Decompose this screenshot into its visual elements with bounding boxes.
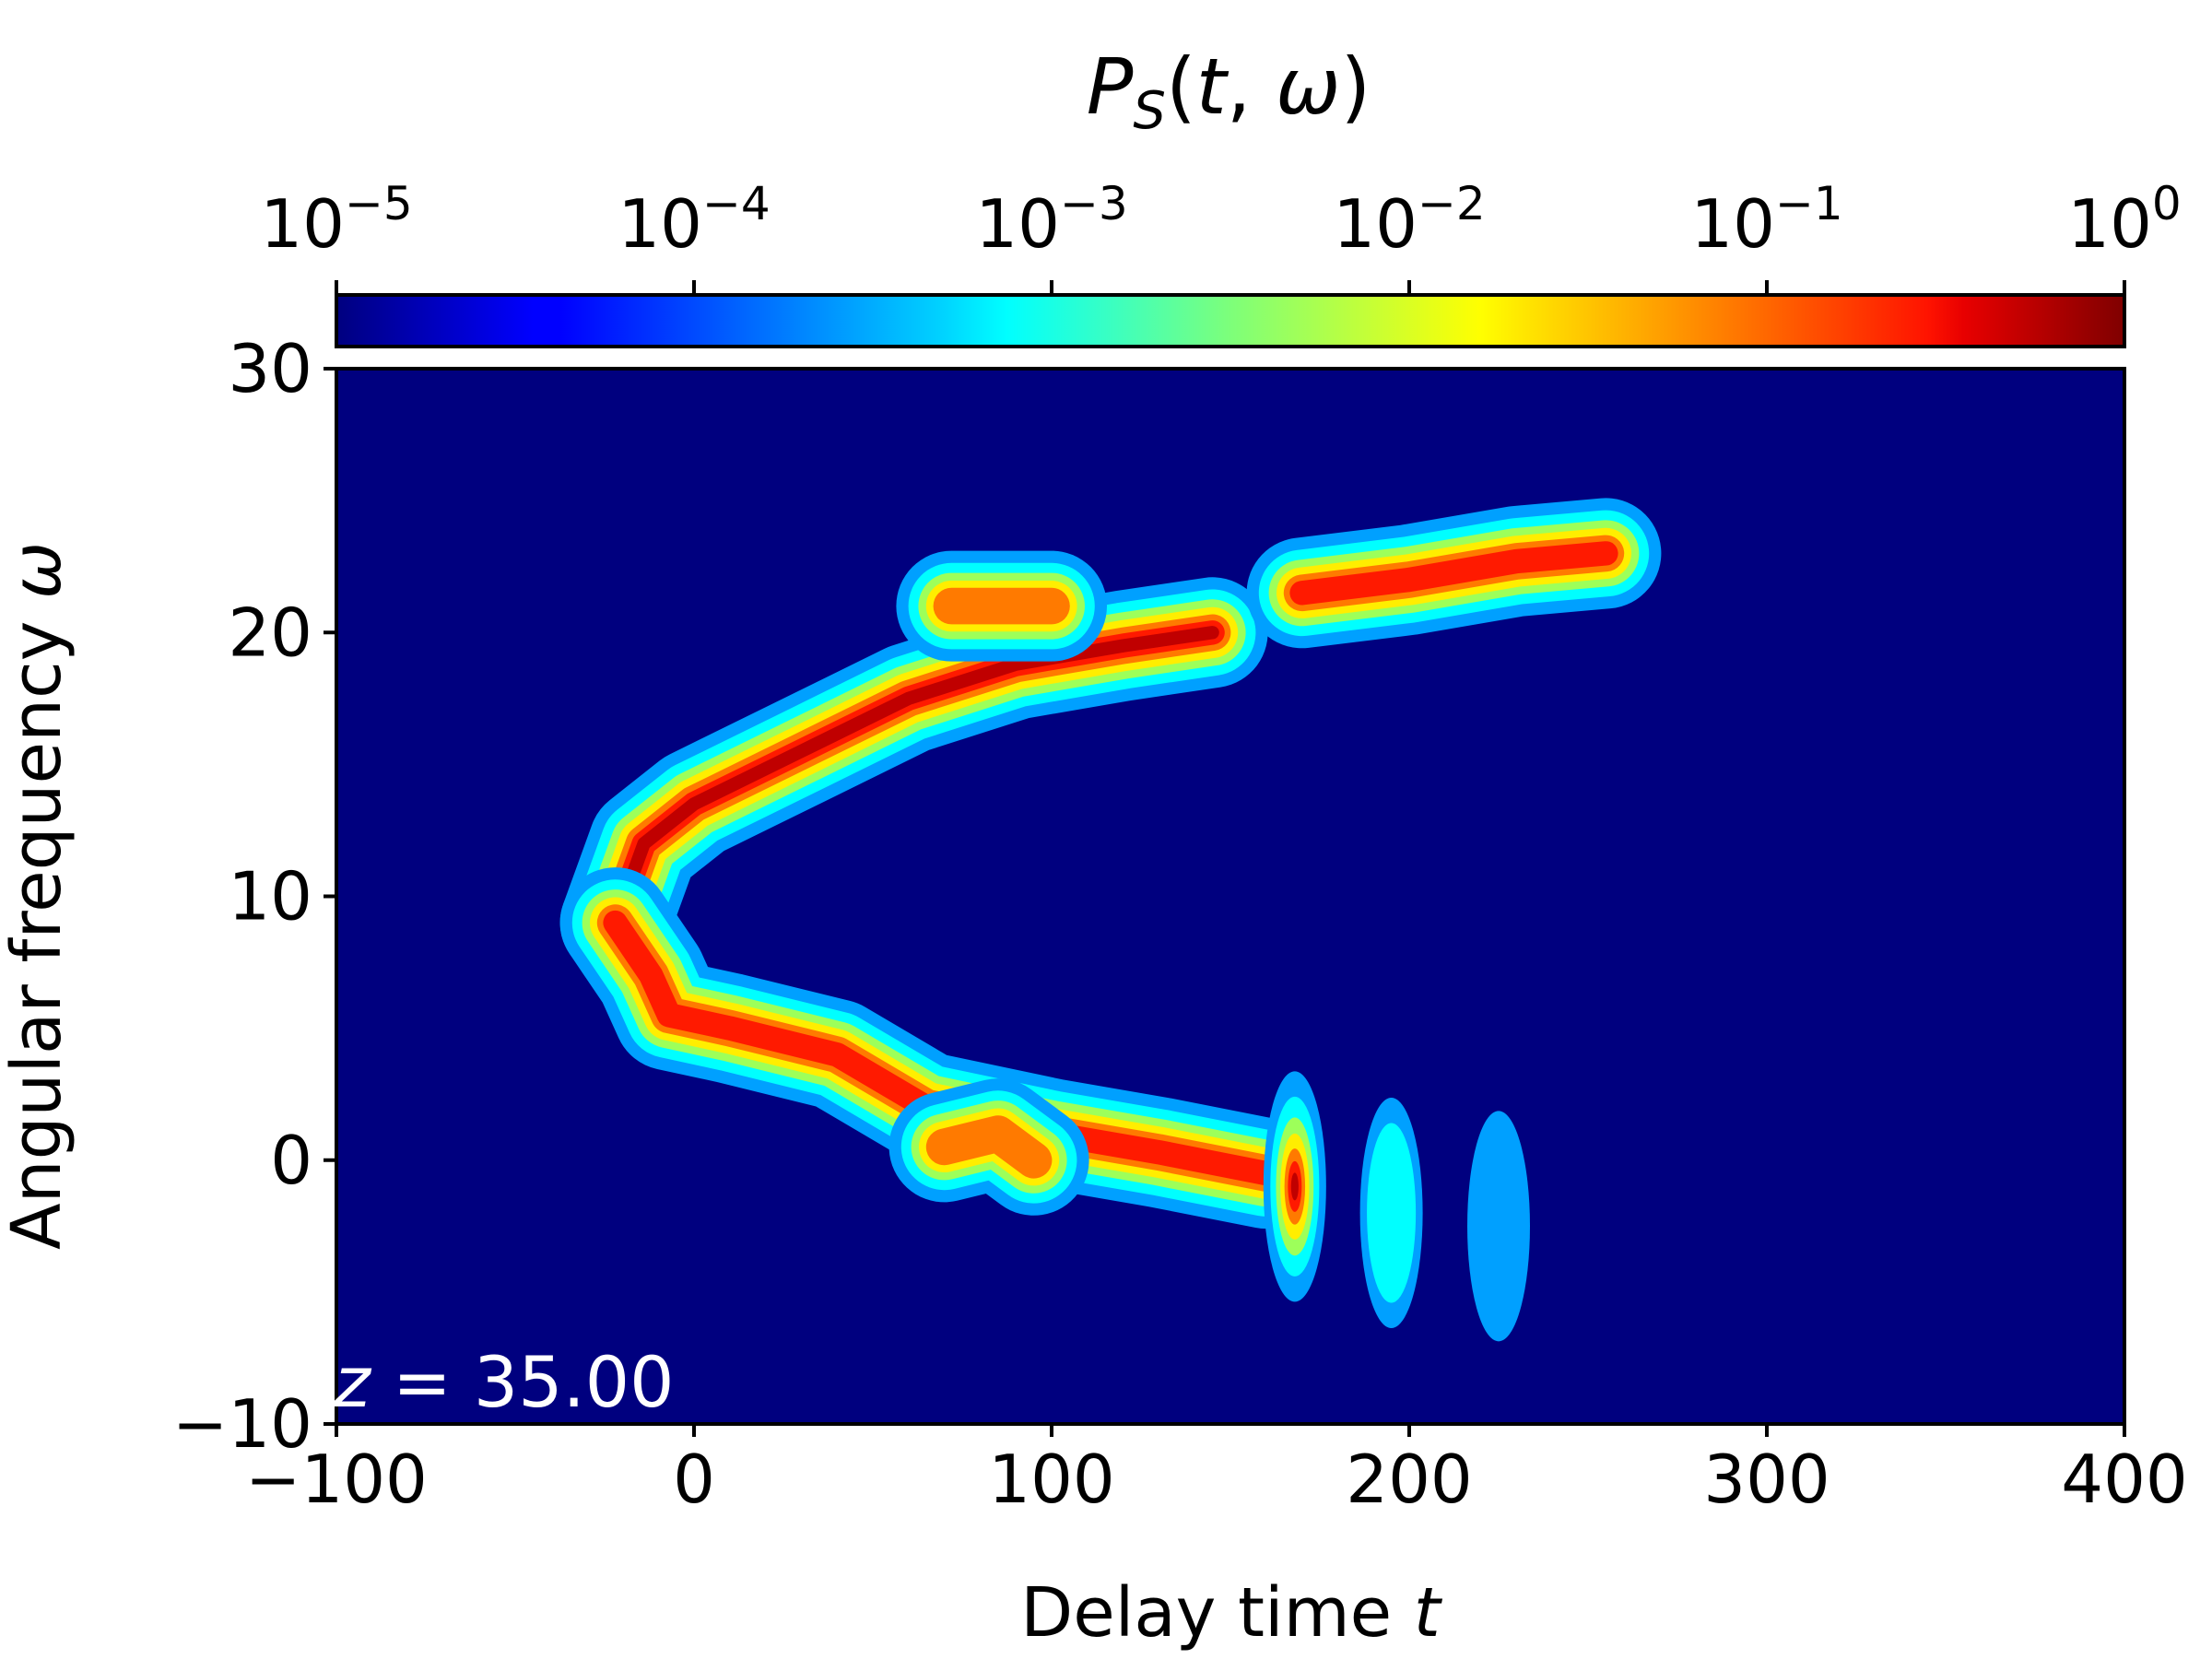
heatmap-spot bbox=[1467, 1111, 1530, 1342]
heatmap-spot bbox=[1290, 1172, 1299, 1201]
x-tick-label: 200 bbox=[1346, 1441, 1472, 1518]
y-tick-label: −10 bbox=[172, 1385, 312, 1463]
x-tick-label: 300 bbox=[1703, 1441, 1830, 1518]
colorbar-tick-label: 10−5 bbox=[260, 177, 412, 263]
colorbar-tick-label: 10−3 bbox=[975, 177, 1127, 263]
y-tick-label: 30 bbox=[228, 330, 312, 407]
heatmap-band bbox=[603, 910, 1278, 1186]
colorbar-ticks: 10−5 10−4 10−3 10−2 10−1 100 bbox=[260, 177, 2182, 295]
x-tick-label: −100 bbox=[245, 1441, 428, 1518]
y-axis-label: Angular frequency ω bbox=[0, 542, 76, 1250]
heatmap-spot bbox=[1367, 1123, 1417, 1303]
x-tick-label: 0 bbox=[673, 1441, 715, 1518]
colorbar-tick-label: 10−2 bbox=[1333, 177, 1485, 263]
x-tick-label: 400 bbox=[2061, 1441, 2187, 1518]
colorbar-tick-label: 100 bbox=[2067, 177, 2181, 263]
z-annotation: z = 35.00 bbox=[333, 1341, 674, 1423]
heatmap bbox=[559, 498, 1662, 1342]
heatmap-band bbox=[925, 1115, 1053, 1179]
heatmap-band bbox=[1289, 541, 1618, 606]
colorbar-tick-label: 10−1 bbox=[1690, 177, 1842, 263]
y-tick-label: 10 bbox=[228, 858, 312, 935]
y-tick-label: 0 bbox=[270, 1122, 312, 1199]
x-tick-label: 100 bbox=[988, 1441, 1114, 1518]
chart-title: PS(t, ω) bbox=[1087, 41, 1371, 141]
colorbar-tick-label: 10−4 bbox=[618, 177, 770, 263]
y-tick-label: 20 bbox=[228, 594, 312, 671]
heatmap-band bbox=[608, 626, 1219, 930]
x-axis-label: Delay time t bbox=[1020, 1573, 1442, 1653]
y-axis-ticks: −10 0 10 20 30 bbox=[172, 330, 336, 1463]
x-axis-ticks: −100 0 100 200 300 400 bbox=[245, 1424, 2188, 1518]
colorbar bbox=[335, 293, 2126, 348]
